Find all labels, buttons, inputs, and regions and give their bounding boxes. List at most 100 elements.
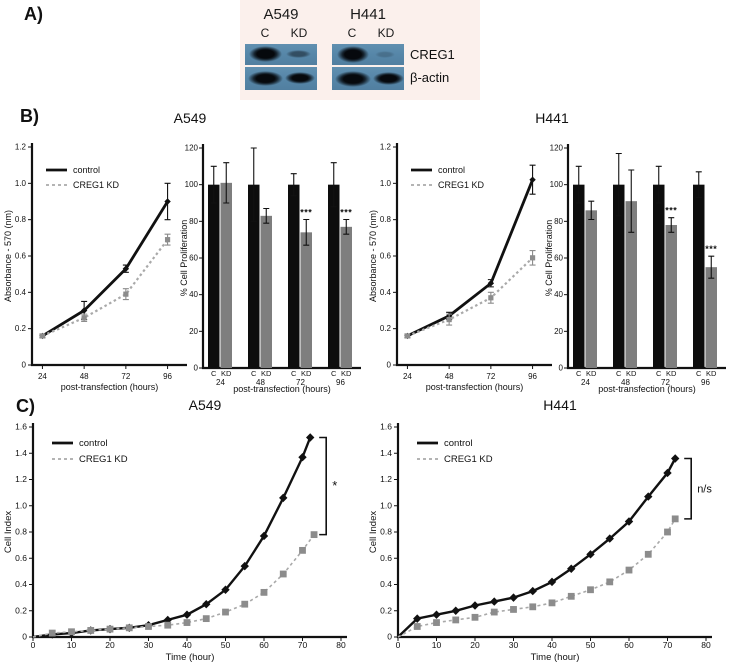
svg-text:70: 70 [663,640,673,650]
axes: 0 0.2 0.4 0.6 0.8 1.0 1.2 24 48 72 96 post-transfec… [3,143,187,392]
axes: 0 0.2 0.4 0.6 0.8 1.0 1.2 24 48 72 96 post-transfec… [368,143,552,392]
svg-text:n/s: n/s [697,484,712,496]
svg-text:0.6: 0.6 [380,553,392,563]
svg-text:1.2: 1.2 [15,143,27,152]
svg-text:0.6: 0.6 [15,252,27,261]
svg-text:C: C [616,369,622,378]
svg-text:48: 48 [256,378,265,387]
bars [573,184,717,368]
svg-text:0.6: 0.6 [15,553,27,563]
svg-text:1.6: 1.6 [380,422,392,432]
svg-text:C: C [291,369,297,378]
series-creg1-kd [39,233,171,339]
svg-text:1.2: 1.2 [15,474,27,484]
series-creg1-kd [32,531,318,638]
creg1-membrane-a549 [245,44,317,65]
svg-text:0.2: 0.2 [380,605,392,615]
svg-text:Cell Index: Cell Index [368,511,379,553]
svg-text:control: control [438,165,465,175]
svg-text:80: 80 [554,217,563,226]
svg-text:1.4: 1.4 [380,448,392,458]
svg-text:post-transfection (hours): post-transfection (hours) [233,384,331,394]
svg-text:Absorbance - 570 (nm): Absorbance - 570 (nm) [3,210,13,302]
lane-labels: C KD [245,26,317,42]
svg-text:40: 40 [182,640,192,650]
svg-text:10: 10 [432,640,442,650]
svg-text:20: 20 [554,327,563,336]
svg-text:post-transfection (hours): post-transfection (hours) [598,384,696,394]
svg-text:60: 60 [624,640,634,650]
svg-text:1.0: 1.0 [15,500,27,510]
svg-text:C: C [211,369,217,378]
panel-a-label: A) [24,4,43,24]
svg-text:60: 60 [259,640,269,650]
error-bars [575,152,715,279]
svg-text:0.6: 0.6 [380,252,392,261]
lane-label-control: C [260,26,270,40]
svg-text:***: *** [340,208,352,218]
svg-text:0: 0 [194,364,199,373]
band-creg1-a549-kd [286,50,311,58]
svg-text:1.0: 1.0 [380,500,392,510]
lane-label-kd: KD [377,26,395,40]
svg-text:***: *** [300,208,312,218]
svg-text:0: 0 [559,364,564,373]
svg-text:0.4: 0.4 [15,579,27,589]
svg-text:0.2: 0.2 [15,605,27,615]
svg-text:50: 50 [221,640,231,650]
svg-text:CREG1 KD: CREG1 KD [79,454,128,465]
svg-text:C: C [696,369,702,378]
svg-text:96: 96 [701,378,710,387]
svg-text:KD: KD [221,369,232,378]
svg-text:20: 20 [470,640,480,650]
svg-text:30: 30 [509,640,519,650]
bars [208,182,352,368]
panel-a: A) A549 C KD H441 C [0,0,730,105]
svg-text:48: 48 [445,372,454,381]
svg-text:CREG1 KD: CREG1 KD [444,454,493,465]
panel-c-title-a549: A549 [188,397,222,413]
svg-text:100: 100 [550,180,564,189]
svg-text:0.4: 0.4 [380,288,392,297]
svg-text:0: 0 [387,632,392,642]
svg-text:control: control [79,438,108,449]
svg-text:Time (hour): Time (hour) [531,652,580,663]
chart-h441-cell-index: 0 0.2 0.4 0.6 0.8 1.0 1.2 1.4 1.6 0 10 20 30 40 50 60 70… [368,422,712,664]
axes: 0 0.2 0.4 0.6 0.8 1.0 1.2 1.4 1.6 0 10 20 30 40 50 60 70… [3,422,347,663]
svg-text:80: 80 [336,640,346,650]
svg-text:72: 72 [121,372,130,381]
chart-a549-cell-index: 0 0.2 0.4 0.6 0.8 1.0 1.2 1.4 1.6 0 10 20 30 40 50 60 70… [3,422,347,663]
svg-text:0: 0 [22,361,27,370]
svg-text:***: *** [705,244,717,254]
series-control [32,433,315,639]
svg-text:C: C [331,369,337,378]
svg-text:***: *** [665,206,677,216]
legend: control CREG1 KD [411,165,485,190]
panel-b-label: B) [20,106,39,126]
svg-text:120: 120 [185,144,199,153]
creg1-membrane-h441 [332,44,404,65]
svg-text:72: 72 [661,378,670,387]
panel-b: B) A549 H441 0 0.2 0.4 0.6 0.8 1.0 1.2 24 48 72 96… [0,105,730,395]
cell-line-title: A549 [263,6,299,23]
panel-c-label: C) [16,396,35,416]
svg-text:0.8: 0.8 [15,527,27,537]
svg-text:20: 20 [105,640,115,650]
svg-text:Absorbance - 570 (nm): Absorbance - 570 (nm) [368,210,378,302]
lane-label-kd: KD [290,26,308,40]
svg-text:1.0: 1.0 [15,179,27,188]
chart-a549-mtt: 0 0.2 0.4 0.6 0.8 1.0 1.2 24 48 72 96 post-transfec… [3,143,187,392]
svg-text:40: 40 [189,290,198,299]
error-bars [210,147,350,246]
svg-text:control: control [444,438,473,449]
lane-labels: C KD [332,26,404,42]
svg-text:KD: KD [626,369,637,378]
svg-text:1.2: 1.2 [380,474,392,484]
svg-text:0.2: 0.2 [380,324,392,333]
svg-text:0.8: 0.8 [15,215,27,224]
band-creg1-h441-kd [375,51,395,58]
series-creg1-kd [397,515,679,638]
panel-c-title-h441: H441 [543,397,577,413]
svg-text:post-transfection (hours): post-transfection (hours) [61,382,159,392]
